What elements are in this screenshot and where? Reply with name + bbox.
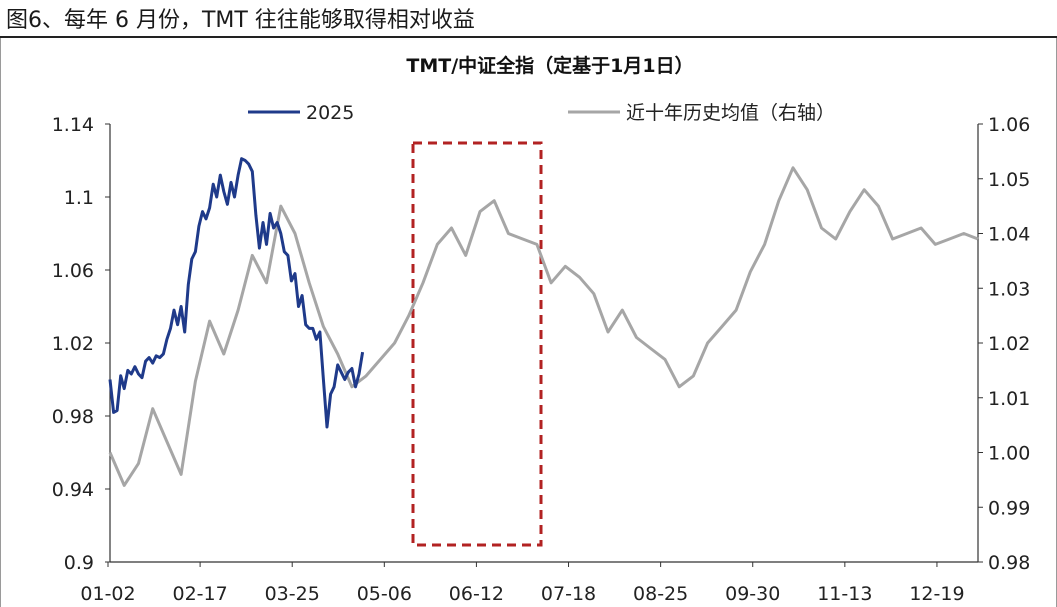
x-tick-label: 02-17 — [172, 583, 227, 605]
left-tick-label: 0.94 — [52, 479, 94, 501]
x-tick-label: 07-18 — [541, 583, 596, 605]
caption-rule — [0, 36, 1057, 38]
series-layer — [108, 157, 979, 487]
x-tick-label: 03-25 — [265, 583, 320, 605]
axes: 0.9 0.94 0.98 1.02 1.06 1.1 1.14 0.98 0.99 1.00 1.… — [52, 114, 1031, 605]
x-tick-label: 01-02 — [80, 583, 135, 605]
x-tick-label: 09-30 — [725, 583, 780, 605]
right-tick-label: 1.02 — [988, 333, 1030, 355]
x-tick-label: 12-19 — [909, 583, 964, 605]
highlight-region — [411, 141, 543, 547]
x-tick-label: 05-06 — [357, 583, 412, 605]
left-frame-line — [0, 38, 1, 607]
right-tick-label: 1.00 — [988, 443, 1030, 465]
series-line-2025 — [108, 157, 365, 429]
left-tick-label: 0.9 — [64, 552, 94, 574]
left-tick-label: 1.06 — [52, 260, 94, 282]
left-tick-label: 1.02 — [52, 333, 94, 355]
x-tick-label: 08-25 — [633, 583, 688, 605]
chart-title: TMT/中证全指（定基于1月1日） — [406, 54, 693, 77]
legend: 2025 近十年历史均值（右轴） — [248, 102, 835, 124]
right-tick-label: 1.03 — [988, 278, 1030, 300]
figure-caption: 图6、每年 6 月份，TMT 往往能够取得相对收益 — [6, 8, 475, 33]
x-tick-label: 11-13 — [817, 583, 872, 605]
left-tick-label: 0.98 — [52, 406, 94, 428]
legend-label: 2025 — [306, 102, 354, 124]
right-tick-label: 0.99 — [988, 497, 1030, 519]
left-tick-label: 1.1 — [64, 187, 94, 209]
right-tick-label: 1.06 — [988, 114, 1030, 136]
right-tick-label: 1.01 — [988, 388, 1030, 410]
legend-label: 近十年历史均值（右轴） — [626, 102, 835, 124]
right-tick-label: 0.98 — [988, 552, 1030, 574]
series-line-history-avg — [108, 166, 979, 487]
x-tick-label: 06-12 — [449, 583, 504, 605]
right-tick-label: 1.05 — [988, 169, 1030, 191]
left-tick-label: 1.14 — [52, 114, 94, 136]
right-tick-label: 1.04 — [988, 224, 1030, 246]
highlight-box — [411, 141, 543, 547]
